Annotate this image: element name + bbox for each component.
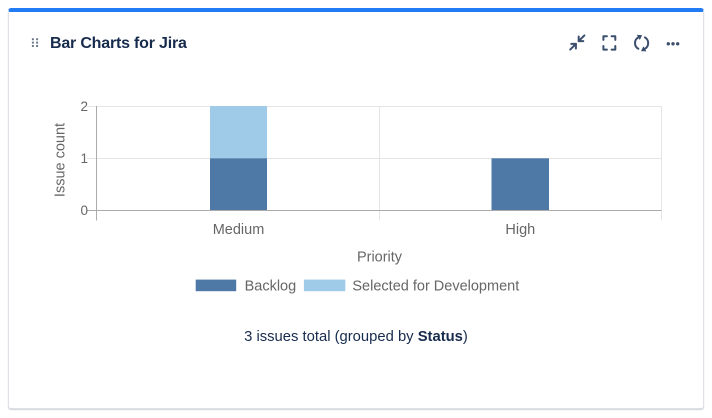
svg-text:Issue count: Issue count: [53, 123, 69, 197]
svg-text:Selected for Development: Selected for Development: [352, 278, 519, 294]
svg-text:Priority: Priority: [357, 250, 403, 266]
svg-text:High: High: [505, 222, 535, 238]
svg-text:2: 2: [80, 99, 88, 114]
svg-text:1: 1: [80, 151, 88, 166]
svg-text:Medium: Medium: [213, 222, 265, 238]
svg-text:Backlog: Backlog: [245, 278, 297, 294]
svg-text:0: 0: [80, 203, 88, 218]
